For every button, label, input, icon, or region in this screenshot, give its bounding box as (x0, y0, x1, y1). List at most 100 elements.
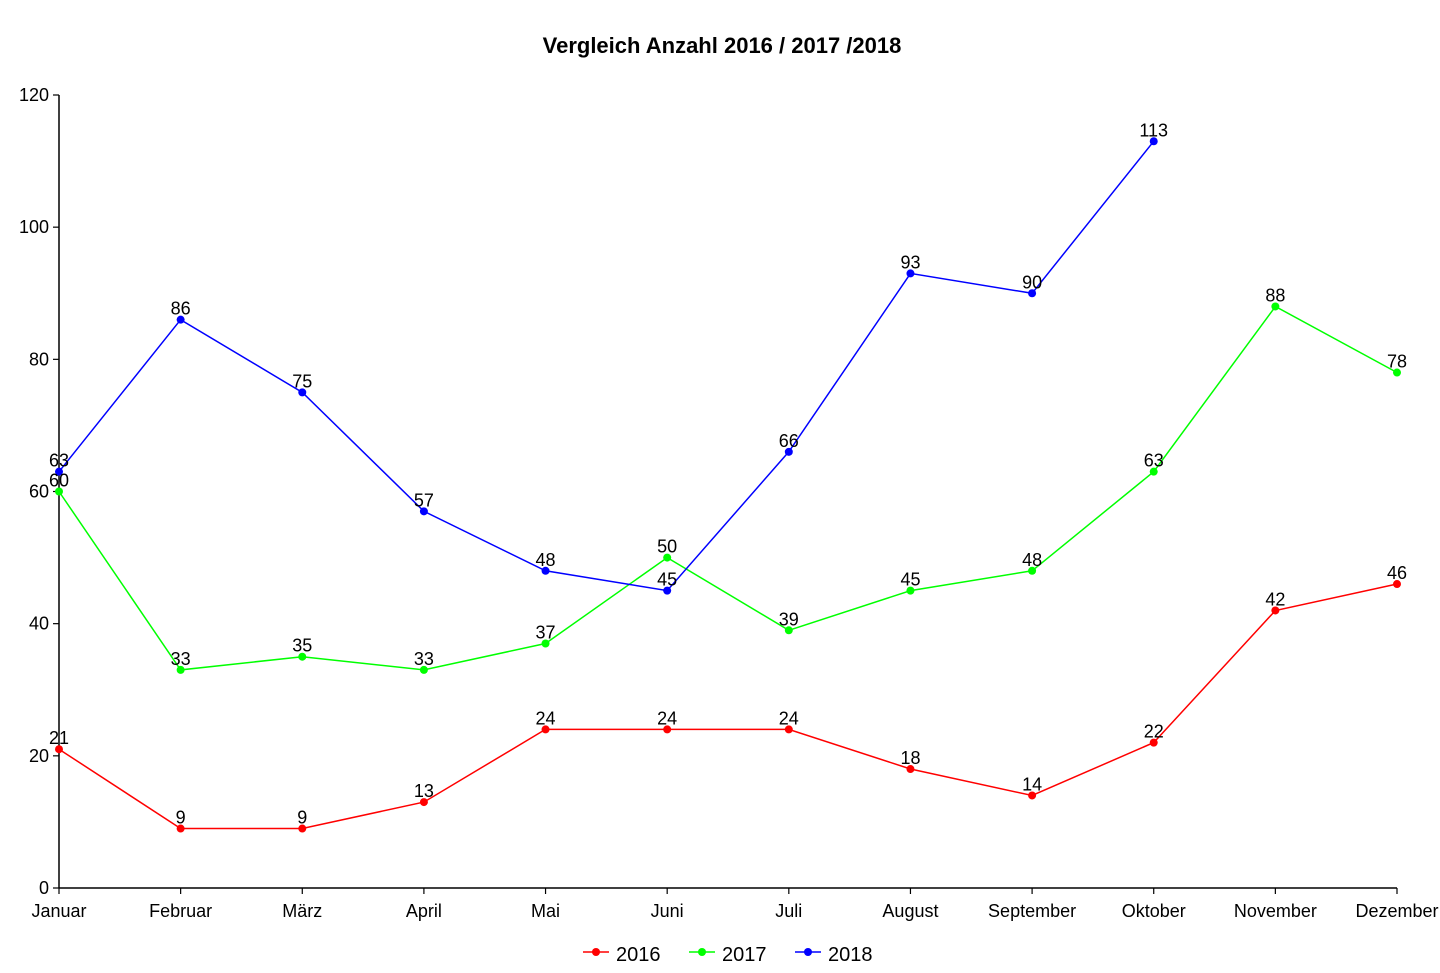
data-point-2016 (784, 725, 793, 734)
data-label-2017: 39 (779, 609, 799, 629)
data-label-2016: 9 (297, 808, 307, 828)
data-point-2017 (176, 665, 185, 674)
x-tick-label: März (282, 901, 322, 921)
data-label-2018: 113 (1139, 120, 1168, 140)
data-point-2017 (663, 553, 672, 562)
data-label-2016: 42 (1265, 589, 1285, 609)
data-point-2018 (1149, 137, 1158, 146)
data-label-2017: 78 (1387, 352, 1407, 372)
data-label-2016: 9 (176, 808, 186, 828)
data-label-2016: 46 (1387, 563, 1407, 583)
data-point-2017 (541, 639, 550, 648)
y-tick-label: 60 (29, 482, 49, 502)
x-tick-label: August (882, 901, 938, 921)
data-label-2018: 75 (292, 371, 312, 391)
data-point-2017 (298, 652, 307, 661)
x-tick-label: November (1234, 901, 1317, 921)
data-label-2018: 45 (657, 570, 677, 590)
x-tick-label: April (406, 901, 442, 921)
x-tick-label: Juli (775, 901, 802, 921)
data-label-2018: 48 (536, 550, 556, 570)
y-tick-label: 120 (19, 85, 49, 105)
data-label-2016: 18 (900, 748, 920, 768)
series-line-2017 (58, 305, 1398, 671)
data-label-2017: 50 (657, 537, 677, 557)
chart-title: Vergleich Anzahl 2016 / 2017 /2018 (543, 33, 902, 58)
legend-label-2016: 2016 (616, 944, 661, 966)
data-label-2017: 63 (1144, 451, 1164, 471)
legend-marker-2018 (804, 948, 812, 956)
data-point-2016 (1149, 738, 1158, 747)
data-label-2018: 93 (900, 252, 920, 272)
data-point-2018 (1028, 289, 1037, 298)
legend: 2016 2017 2018 (583, 944, 873, 966)
data-label-2018: 57 (414, 490, 434, 510)
data-label-2016: 24 (657, 708, 677, 728)
data-point-2017 (1149, 467, 1158, 476)
y-tick-label: 80 (29, 349, 49, 369)
data-point-2017 (1393, 368, 1401, 377)
data-label-2018: 63 (49, 451, 69, 471)
data-label-2017: 45 (900, 570, 920, 590)
data-point-2016 (1271, 606, 1280, 615)
data-label-2017: 60 (49, 471, 69, 491)
data-point-2016 (1028, 791, 1037, 800)
legend-label-2017: 2017 (722, 944, 767, 966)
data-label-2016: 24 (779, 708, 799, 728)
y-tick-label: 20 (29, 746, 49, 766)
data-label-2017: 33 (414, 649, 434, 669)
data-point-2017 (784, 626, 793, 635)
data-label-2016: 13 (414, 781, 434, 801)
legend-marker-2016 (592, 948, 600, 956)
data-label-2017: 35 (292, 636, 312, 656)
series-layer (55, 137, 1401, 833)
x-tick-label: Februar (149, 901, 212, 921)
data-label-2018: 86 (171, 299, 191, 319)
data-point-2017 (55, 487, 63, 496)
y-tick-label: 100 (19, 217, 49, 237)
data-point-2016 (55, 745, 63, 754)
data-point-2016 (906, 765, 915, 774)
data-point-2018 (906, 269, 915, 278)
data-point-2016 (541, 725, 550, 734)
data-point-2017 (1271, 302, 1280, 311)
series-line-2018 (58, 140, 1155, 592)
data-label-2018: 66 (779, 431, 799, 451)
data-point-2017 (906, 586, 915, 595)
data-label-2016: 14 (1022, 774, 1042, 794)
data-label-2017: 33 (171, 649, 191, 669)
data-label-2017: 48 (1022, 550, 1042, 570)
y-tick-label: 40 (29, 614, 49, 634)
x-tick-label: Januar (31, 901, 86, 921)
data-point-2018 (419, 507, 428, 516)
data-point-2016 (298, 824, 307, 833)
legend-label-2018: 2018 (828, 944, 873, 966)
data-label-2018: 90 (1022, 272, 1042, 292)
data-point-2018 (55, 467, 63, 476)
data-point-2018 (784, 447, 793, 456)
data-label-2016: 21 (49, 728, 69, 748)
data-point-2018 (176, 315, 185, 324)
data-point-2016 (419, 798, 428, 807)
data-point-2016 (663, 725, 672, 734)
data-label-2017: 37 (536, 622, 556, 642)
legend-marker-2017 (698, 948, 706, 956)
data-point-2016 (176, 824, 185, 833)
data-label-2016: 24 (536, 708, 556, 728)
axes: 0 20 40 60 80 100 120 Januar Februar März April Mai… (19, 85, 1439, 921)
x-tick-label: September (988, 901, 1076, 921)
data-label-2017: 88 (1265, 285, 1285, 305)
data-point-2017 (419, 665, 428, 674)
data-point-2017 (1028, 566, 1037, 575)
data-labels: 21 9 9 13 24 24 24 18 14 22 42 46 60 33 35 33 37 50 39 45 48… (49, 120, 1407, 827)
x-tick-label: Oktober (1122, 901, 1186, 921)
y-tick-label: 0 (39, 878, 49, 898)
series-line-2016 (58, 583, 1398, 830)
x-tick-label: Juni (651, 901, 684, 921)
data-label-2016: 22 (1144, 722, 1164, 742)
data-point-2018 (298, 388, 307, 397)
x-tick-label: Mai (531, 901, 560, 921)
x-tick-label: Dezember (1355, 901, 1438, 921)
